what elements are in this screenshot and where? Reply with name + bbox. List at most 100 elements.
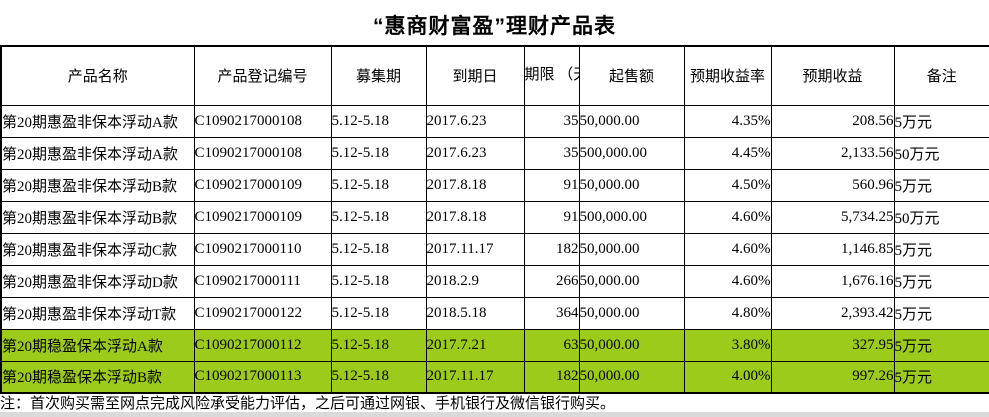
table-cell: 560.96 [770,168,895,202]
table-cell: 35 [523,136,580,170]
table-cell: 第20期惠盈非保本浮动C款 [0,232,195,266]
table-cell: 50,000.00 [578,232,685,266]
header-expected-yield-rate: 预期收益率 [683,45,772,106]
table-cell: 第20期惠盈非保本浮动A款 [0,104,195,138]
table-cell: 2018.2.9 [425,264,525,298]
table-cell: 500,000.00 [578,200,685,234]
table-cell: 2,133.56 [770,136,895,170]
table-cell: 63 [523,328,580,362]
table-cell: 第20期稳盈保本浮动B款 [0,360,195,394]
table-cell: 4.60% [683,200,772,234]
table-cell: C1090217000109 [193,168,332,202]
table-cell: 3.80% [683,328,772,362]
table-cell: 2017.11.17 [425,232,525,266]
table-row: 第20期惠盈非保本浮动D款 C1090217000111 5.12-5.18 2018… [0,264,989,298]
table-cell: 4.45% [683,136,772,170]
table-cell: 50,000.00 [578,168,685,202]
table-cell: 5万元 [893,168,989,202]
table-row: 第20期惠盈非保本浮动A款 C1090217000108 5.12-5.18 2017… [0,136,989,170]
table-cell: 208.56 [770,104,895,138]
table-row: 第20期稳盈保本浮动A款 C1090217000112 5.12-5.18 2017.… [0,328,989,362]
table-cell: 5.12-5.18 [330,136,427,170]
table-cell: 91 [523,168,580,202]
table-cell: 5.12-5.18 [330,296,427,330]
table-cell: C1090217000111 [193,264,332,298]
table-cell: 91 [523,200,580,234]
table-cell: 182 [523,360,580,394]
table-cell: 4.00% [683,360,772,394]
table-cell: 50,000.00 [578,360,685,394]
table-cell: 5万元 [893,328,989,362]
table-cell: 500,000.00 [578,136,685,170]
table-cell: C1090217000122 [193,296,332,330]
table-cell: 5.12-5.18 [330,200,427,234]
header-collection-period: 募集期 [330,45,427,106]
bottom-edge-strip [0,412,989,417]
table-cell: 第20期稳盈保本浮动A款 [0,328,195,362]
table-cell: 2017.7.21 [425,328,525,362]
table-cell: 4.35% [683,104,772,138]
table-cell: 4.50% [683,168,772,202]
table-cell: 5.12-5.18 [330,168,427,202]
table-cell: 364 [523,296,580,330]
table-cell: 50,000.00 [578,328,685,362]
table-cell: 4.80% [683,296,772,330]
table-row: 第20期惠盈非保本浮动C款 C1090217000110 5.12-5.18 2017… [0,232,989,266]
table-cell: 50,000.00 [578,264,685,298]
table-cell: 4.60% [683,232,772,266]
table-cell: 5万元 [893,232,989,266]
table-body: 第20期惠盈非保本浮动A款 C1090217000108 5.12-5.18 2017… [0,104,989,394]
header-registration-number: 产品登记编号 [193,45,332,106]
header-maturity-date: 到期日 [425,45,525,106]
table-cell: C1090217000109 [193,200,332,234]
table-row: 第20期稳盈保本浮动B款 C1090217000113 5.12-5.18 2017.… [0,360,989,394]
table-header-row: 产品名称 产品登记编号 募集期 到期日 期限 （天） 起售额 预期收益率 预期收… [0,45,989,106]
table-cell: 997.26 [770,360,895,394]
table-cell: C1090217000110 [193,232,332,266]
table-row: 第20期惠盈非保本浮动B款 C1090217000109 5.12-5.18 2017… [0,168,989,202]
table-cell: 50,000.00 [578,296,685,330]
table-cell: 2017.11.17 [425,360,525,394]
footnote: 注：首次购买需至网点完成风险承受能力评估，之后可通过网银、手机银行及微信银行购买… [0,396,616,412]
table-cell: 327.95 [770,328,895,362]
table-cell: 50万元 [893,136,989,170]
table-cell: 50万元 [893,200,989,234]
table-cell: 5万元 [893,296,989,330]
table-cell: 2018.5.18 [425,296,525,330]
table-cell: 第20期惠盈非保本浮动A款 [0,136,195,170]
table-row: 第20期惠盈非保本浮动B款 C1090217000109 5.12-5.18 2017… [0,200,989,234]
header-term-days: 期限 （天） [523,45,580,106]
table-row: 第20期惠盈非保本浮动T款 C1090217000122 5.12-5.18 2018… [0,296,989,330]
table-cell: 5万元 [893,264,989,298]
table-cell: 5.12-5.18 [330,264,427,298]
table-cell: 50,000.00 [578,104,685,138]
table-cell: 1,676.16 [770,264,895,298]
product-table: 产品名称 产品登记编号 募集期 到期日 期限 （天） 起售额 预期收益率 预期收… [0,45,989,394]
header-expected-return: 预期收益 [770,45,895,106]
table-cell: 第20期惠盈非保本浮动B款 [0,200,195,234]
table-cell: 2017.6.23 [425,104,525,138]
table-cell: 5万元 [893,360,989,394]
table-cell: 第20期惠盈非保本浮动D款 [0,264,195,298]
table-cell: 2017.8.18 [425,200,525,234]
table-cell: 4.60% [683,264,772,298]
table-cell: 第20期惠盈非保本浮动T款 [0,296,195,330]
table-cell: C1090217000112 [193,328,332,362]
table-cell: 5,734.25 [770,200,895,234]
table-cell: 2,393.42 [770,296,895,330]
table-cell: 35 [523,104,580,138]
table-cell: 5.12-5.18 [330,104,427,138]
table-cell: 第20期惠盈非保本浮动B款 [0,168,195,202]
header-remarks: 备注 [893,45,989,106]
page-title: “惠商财富盈”理财产品表 [373,15,616,38]
table-cell: 5万元 [893,104,989,138]
table-cell: 1,146.85 [770,232,895,266]
table-cell: 5.12-5.18 [330,232,427,266]
table-cell: 182 [523,232,580,266]
table-row: 第20期惠盈非保本浮动A款 C1090217000108 5.12-5.18 2017… [0,104,989,138]
header-product-name: 产品名称 [0,45,195,106]
table-cell: 266 [523,264,580,298]
header-min-purchase: 起售额 [578,45,685,106]
table-cell: 2017.8.18 [425,168,525,202]
